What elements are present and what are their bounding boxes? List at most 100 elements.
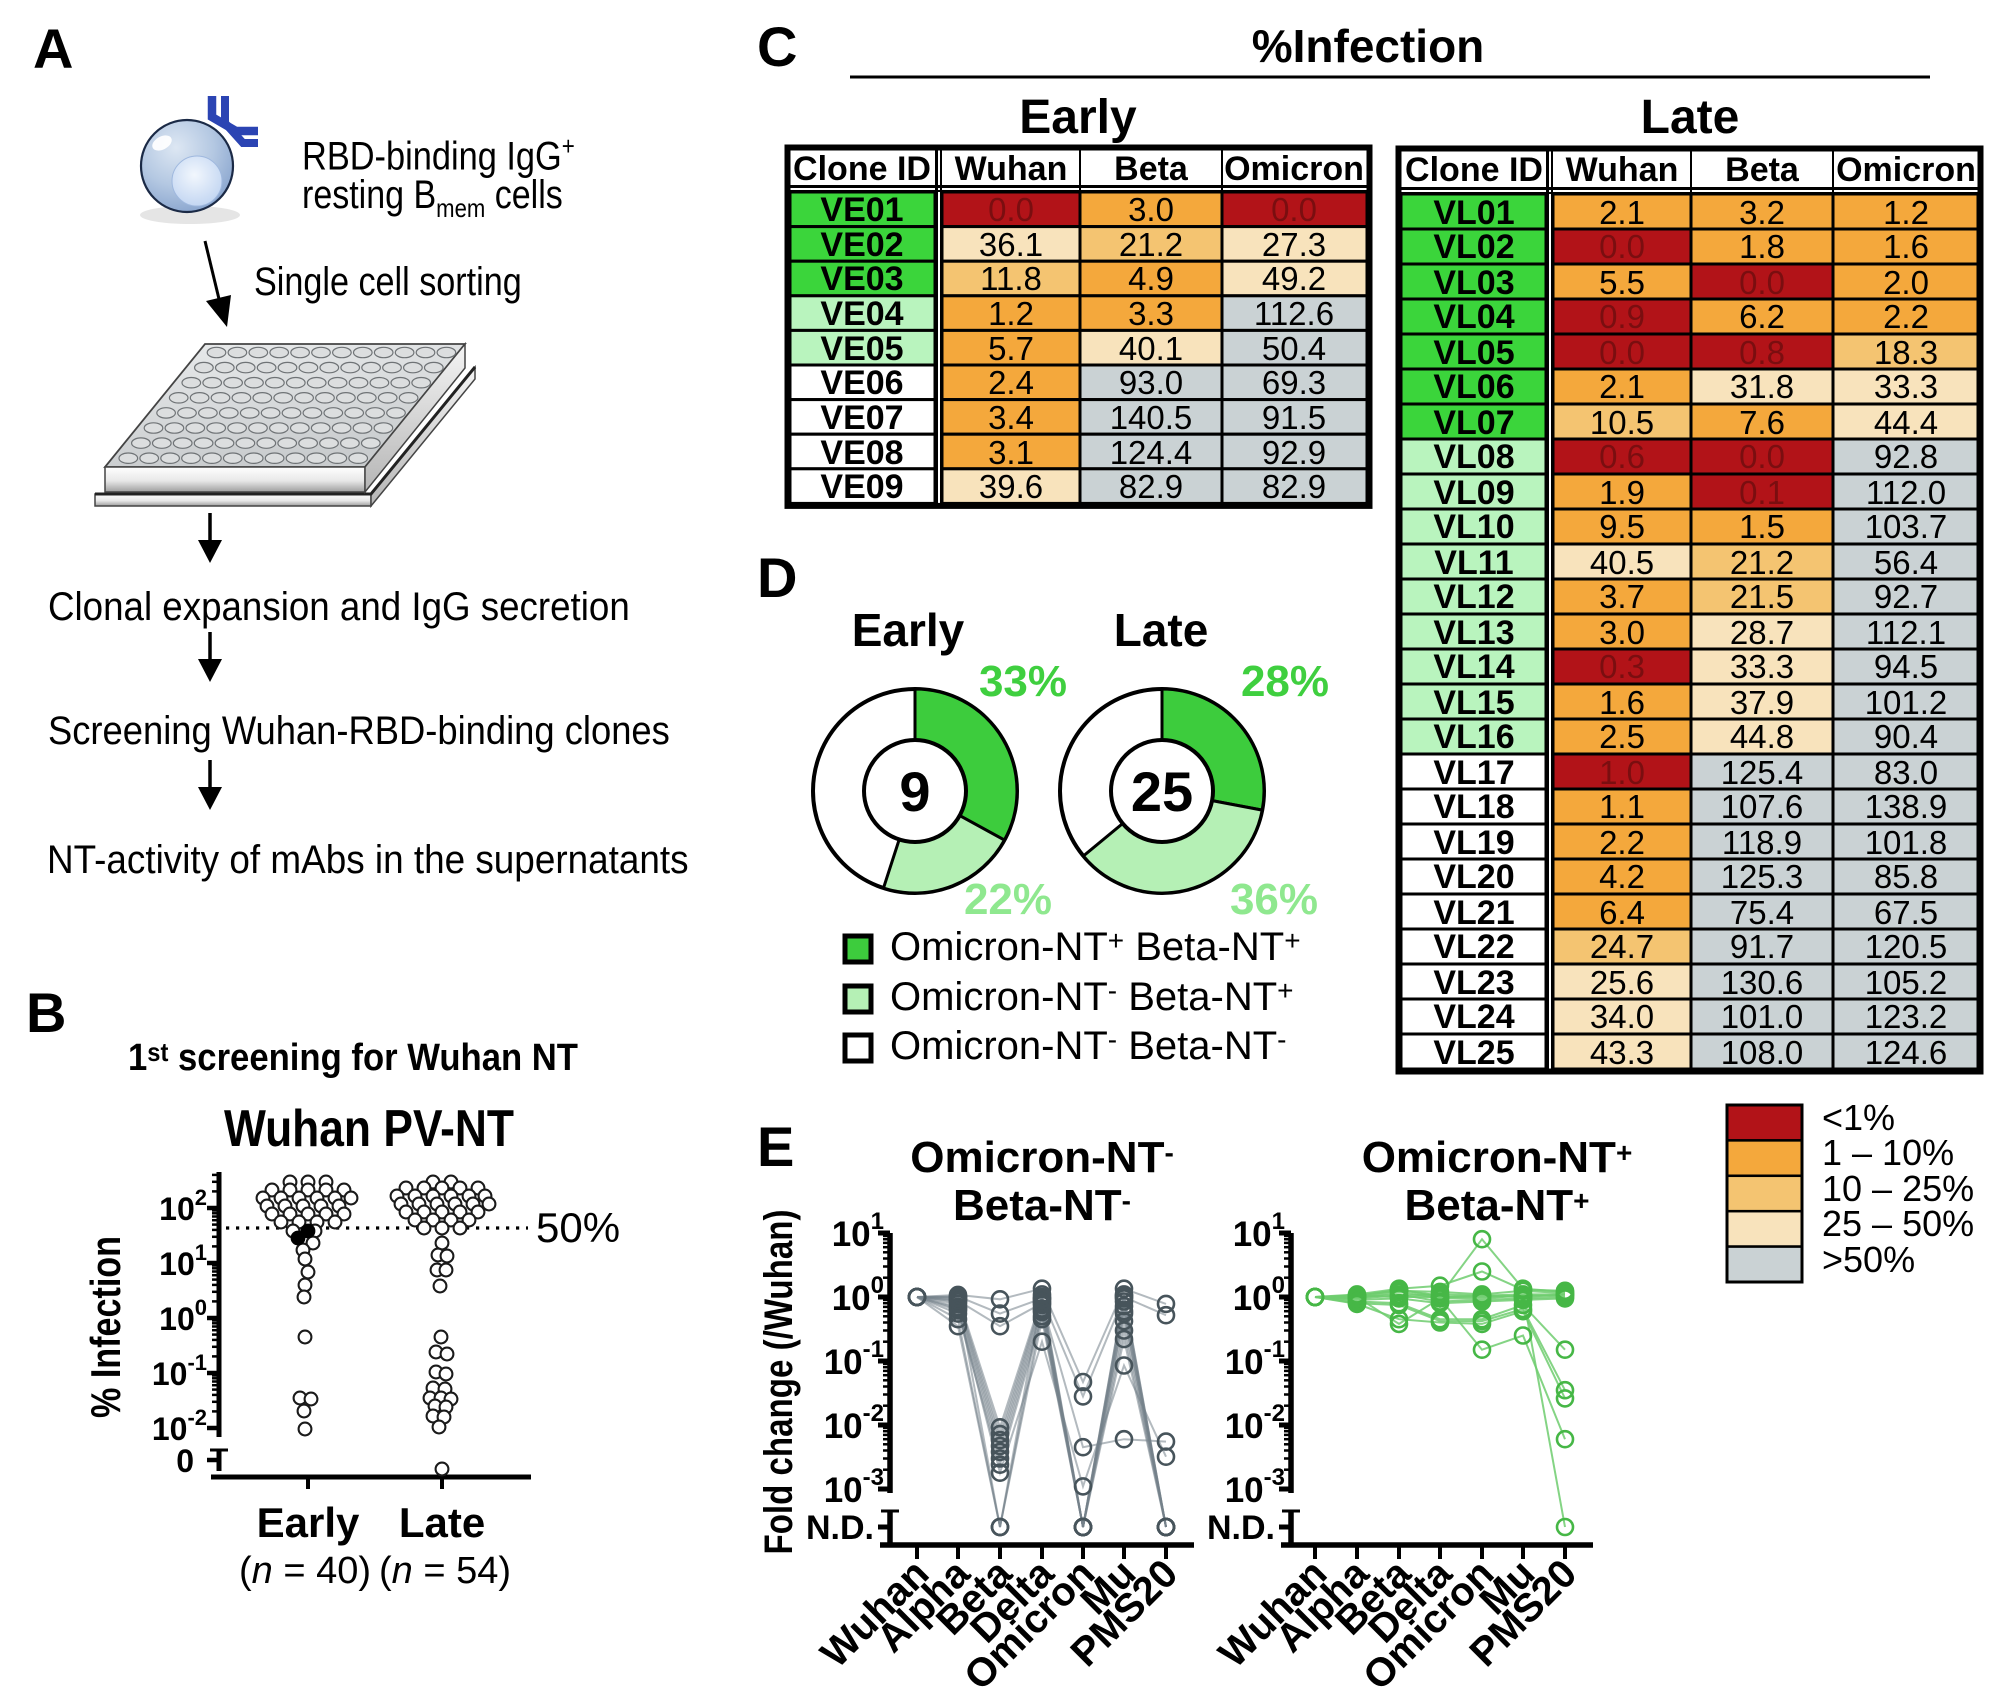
svg-text:<1%: <1% [1822, 1097, 1895, 1138]
svg-text:2.5: 2.5 [1599, 718, 1645, 755]
svg-text:28.7: 28.7 [1730, 614, 1794, 651]
svg-text:105.2: 105.2 [1865, 964, 1948, 1001]
svg-text:VL13: VL13 [1433, 614, 1514, 652]
svg-text:50%: 50% [536, 1204, 620, 1251]
svg-text:0.0: 0.0 [1599, 228, 1645, 265]
svg-text:85.8: 85.8 [1874, 858, 1938, 895]
svg-text:Clone ID: Clone ID [1405, 151, 1543, 189]
svg-text:3.7: 3.7 [1599, 578, 1645, 615]
svg-text:VL21: VL21 [1433, 894, 1514, 932]
svg-text:3.3: 3.3 [1128, 295, 1174, 332]
svg-text:VL20: VL20 [1433, 858, 1514, 896]
svg-text:VL16: VL16 [1433, 718, 1514, 756]
svg-text:36.1: 36.1 [979, 226, 1043, 263]
svg-text:0.0: 0.0 [988, 191, 1034, 228]
svg-text:Wuhan: Wuhan [955, 150, 1068, 188]
svg-text:Early: Early [852, 604, 965, 656]
svg-text:40.1: 40.1 [1119, 330, 1183, 367]
svg-text:VE02: VE02 [820, 226, 903, 264]
svg-text:VL07: VL07 [1433, 404, 1514, 442]
svg-text:100: 100 [1233, 1272, 1285, 1318]
svg-text:101.2: 101.2 [1865, 684, 1948, 721]
svg-text:91.7: 91.7 [1730, 928, 1794, 965]
svg-text:VL12: VL12 [1433, 578, 1514, 616]
svg-text:10-3: 10-3 [1225, 1464, 1285, 1510]
svg-text:11.8: 11.8 [980, 260, 1042, 297]
svg-text:101.8: 101.8 [1865, 824, 1948, 861]
svg-text:1.1: 1.1 [1599, 788, 1645, 825]
svg-text:7.6: 7.6 [1739, 404, 1785, 441]
svg-text:25 – 50%: 25 – 50% [1822, 1203, 1974, 1244]
svg-text:56.4: 56.4 [1874, 544, 1938, 581]
svg-text:Beta: Beta [1725, 151, 1800, 189]
svg-text:92.7: 92.7 [1874, 578, 1938, 615]
svg-text:5.7: 5.7 [988, 330, 1034, 367]
svg-text:6.2: 6.2 [1739, 298, 1785, 335]
svg-text:VL04: VL04 [1433, 298, 1514, 336]
svg-text:VL10: VL10 [1433, 508, 1514, 546]
svg-text:VL15: VL15 [1433, 684, 1514, 722]
svg-text:0.6: 0.6 [1599, 438, 1645, 475]
svg-text:5.5: 5.5 [1599, 264, 1645, 301]
svg-text:37.9: 37.9 [1730, 684, 1794, 721]
svg-text:0.9: 0.9 [1599, 298, 1645, 335]
svg-text:Wuhan PV-NT: Wuhan PV-NT [224, 1100, 514, 1158]
svg-text:75.4: 75.4 [1730, 894, 1794, 931]
svg-text:% Infection: % Infection [82, 1236, 129, 1418]
svg-text:10-2: 10-2 [152, 1405, 207, 1447]
svg-text:92.8: 92.8 [1874, 438, 1938, 475]
svg-text:124.6: 124.6 [1865, 1034, 1948, 1071]
svg-text:VL14: VL14 [1433, 648, 1514, 686]
svg-text:112.0: 112.0 [1866, 474, 1946, 511]
svg-text:4.9: 4.9 [1128, 260, 1174, 297]
svg-text:18.3: 18.3 [1874, 334, 1938, 371]
svg-text:0.0: 0.0 [1271, 191, 1317, 228]
svg-text:101.0: 101.0 [1721, 998, 1804, 1035]
svg-text:31.8: 31.8 [1730, 368, 1794, 405]
svg-text:1.0: 1.0 [1599, 754, 1645, 791]
svg-text:Beta-NT+: Beta-NT+ [1404, 1181, 1589, 1230]
svg-text:36%: 36% [1230, 875, 1318, 924]
svg-text:10-1: 10-1 [152, 1350, 207, 1392]
svg-text:Omicron-NT+ Beta-NT+: Omicron-NT+ Beta-NT+ [890, 925, 1301, 969]
svg-text:27.3: 27.3 [1262, 226, 1326, 263]
svg-text:100: 100 [159, 1295, 207, 1337]
svg-text:VL11: VL11 [1434, 544, 1513, 582]
svg-text:40.5: 40.5 [1590, 544, 1654, 581]
svg-text:125.3: 125.3 [1721, 858, 1804, 895]
svg-text:103.7: 103.7 [1865, 508, 1948, 545]
svg-text:2.1: 2.1 [1599, 194, 1645, 231]
svg-text:130.6: 130.6 [1721, 964, 1804, 1001]
svg-text:43.3: 43.3 [1590, 1034, 1654, 1071]
svg-text:Omicron-NT+: Omicron-NT+ [1362, 1133, 1633, 1182]
svg-text:49.2: 49.2 [1262, 260, 1326, 297]
svg-text:34.0: 34.0 [1590, 998, 1654, 1035]
svg-text:92.9: 92.9 [1262, 434, 1326, 471]
svg-text:2.2: 2.2 [1599, 824, 1645, 861]
svg-text:VE05: VE05 [820, 330, 903, 368]
svg-text:Omicron-NT- Beta-NT-: Omicron-NT- Beta-NT- [890, 1024, 1286, 1068]
svg-text:VE09: VE09 [820, 468, 903, 506]
svg-text:24.7: 24.7 [1590, 928, 1654, 965]
svg-text:Beta: Beta [1114, 150, 1189, 188]
svg-text:D: D [757, 546, 797, 609]
svg-text:101: 101 [1233, 1208, 1285, 1254]
svg-text:140.5: 140.5 [1110, 399, 1193, 436]
svg-text:VE01: VE01 [820, 191, 903, 229]
svg-text:VL23: VL23 [1433, 964, 1514, 1002]
svg-text:21.5: 21.5 [1730, 578, 1794, 615]
svg-text:10 – 25%: 10 – 25% [1822, 1168, 1974, 1209]
svg-text:0.0: 0.0 [1739, 264, 1785, 301]
svg-text:112.6: 112.6 [1254, 295, 1334, 332]
svg-text:Wuhan: Wuhan [1566, 151, 1679, 189]
svg-text:33%: 33% [979, 657, 1067, 706]
svg-text:VL05: VL05 [1433, 334, 1514, 372]
svg-text:21.2: 21.2 [1119, 226, 1183, 263]
svg-text:2.2: 2.2 [1883, 298, 1929, 335]
svg-text:33.3: 33.3 [1874, 368, 1938, 405]
svg-text:33.3: 33.3 [1730, 648, 1794, 685]
svg-text:Omicron: Omicron [1224, 150, 1364, 188]
svg-text:44.4: 44.4 [1874, 404, 1938, 441]
svg-text:118.9: 118.9 [1722, 824, 1802, 861]
svg-text:10.5: 10.5 [1590, 404, 1654, 441]
